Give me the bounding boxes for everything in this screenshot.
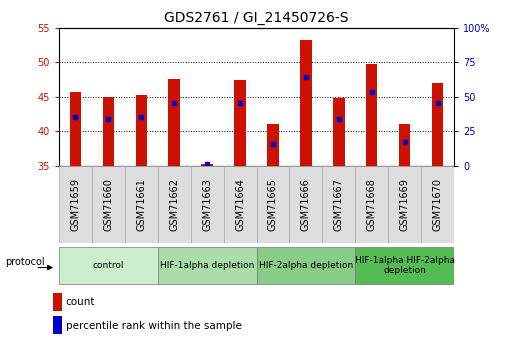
FancyBboxPatch shape	[256, 166, 289, 243]
FancyBboxPatch shape	[59, 166, 92, 243]
Bar	[267, 124, 279, 166]
Text: GSM71659: GSM71659	[70, 178, 81, 231]
Text: GSM71660: GSM71660	[104, 178, 113, 231]
Bar	[202, 164, 213, 166]
FancyBboxPatch shape	[388, 166, 421, 243]
Bar	[333, 98, 345, 166]
FancyBboxPatch shape	[355, 247, 454, 284]
FancyBboxPatch shape	[355, 166, 388, 243]
FancyBboxPatch shape	[322, 166, 355, 243]
FancyBboxPatch shape	[421, 166, 454, 243]
Text: GSM71665: GSM71665	[268, 178, 278, 231]
Bar	[70, 92, 81, 166]
FancyBboxPatch shape	[92, 166, 125, 243]
FancyBboxPatch shape	[256, 247, 355, 284]
Bar	[103, 97, 114, 166]
FancyBboxPatch shape	[224, 166, 256, 243]
FancyBboxPatch shape	[158, 247, 256, 284]
Bar	[432, 83, 443, 166]
Bar	[300, 40, 311, 166]
Bar	[234, 80, 246, 166]
Text: GSM71669: GSM71669	[400, 178, 409, 231]
Bar	[53, 293, 62, 311]
Bar	[366, 64, 378, 166]
Text: GSM71670: GSM71670	[432, 178, 443, 231]
FancyBboxPatch shape	[191, 166, 224, 243]
FancyBboxPatch shape	[158, 166, 191, 243]
FancyBboxPatch shape	[289, 166, 322, 243]
Text: HIF-1alpha depletion: HIF-1alpha depletion	[160, 261, 254, 270]
FancyBboxPatch shape	[125, 166, 158, 243]
Text: GSM71667: GSM71667	[334, 178, 344, 231]
Bar	[135, 95, 147, 166]
Bar	[168, 79, 180, 166]
Text: GSM71668: GSM71668	[367, 178, 377, 231]
Title: GDS2761 / GI_21450726-S: GDS2761 / GI_21450726-S	[164, 11, 349, 25]
Text: HIF-1alpha HIF-2alpha
depletion: HIF-1alpha HIF-2alpha depletion	[354, 256, 455, 275]
Text: GSM71664: GSM71664	[235, 178, 245, 231]
Text: protocol: protocol	[5, 257, 44, 267]
Text: GSM71662: GSM71662	[169, 178, 179, 231]
Bar	[399, 124, 410, 166]
Text: GSM71661: GSM71661	[136, 178, 146, 231]
Text: percentile rank within the sample: percentile rank within the sample	[66, 321, 242, 331]
Text: GSM71666: GSM71666	[301, 178, 311, 231]
Text: GSM71663: GSM71663	[202, 178, 212, 231]
Text: HIF-2alpha depletion: HIF-2alpha depletion	[259, 261, 353, 270]
Text: control: control	[93, 261, 124, 270]
Text: count: count	[66, 297, 95, 307]
Bar	[53, 316, 62, 334]
FancyBboxPatch shape	[59, 247, 158, 284]
